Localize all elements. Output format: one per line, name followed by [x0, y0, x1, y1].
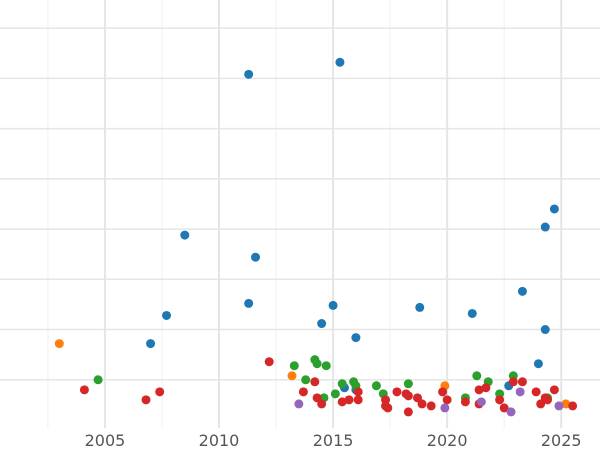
data-point [141, 395, 151, 405]
data-point [540, 222, 550, 232]
data-point [289, 361, 299, 371]
data-point [531, 387, 541, 397]
x-tick-label: 2005 [85, 431, 126, 450]
x-tick-label: 2015 [313, 431, 354, 450]
data-point [403, 391, 413, 401]
data-point [438, 387, 448, 397]
data-point [162, 310, 172, 320]
data-point [426, 401, 436, 411]
data-point [403, 407, 413, 417]
data-point [481, 383, 491, 393]
data-point [543, 395, 553, 405]
data-point [549, 385, 559, 395]
data-point [371, 381, 381, 391]
data-point [251, 252, 261, 262]
data-point [495, 395, 505, 405]
data-point [561, 399, 571, 409]
data-point [517, 377, 527, 387]
data-point [337, 397, 347, 407]
data-point [287, 371, 297, 381]
data-point [351, 333, 361, 343]
x-tick-labels: 2005 2010 2015 2020 2025 [85, 431, 582, 450]
x-tick-label: 2020 [427, 431, 468, 450]
data-point [155, 387, 165, 397]
data-point [381, 395, 391, 405]
data-point [383, 403, 393, 413]
data-point [549, 204, 559, 214]
data-point [244, 298, 254, 308]
data-point [474, 385, 484, 395]
data-point [460, 397, 470, 407]
data-point [328, 300, 338, 310]
data-point [298, 387, 308, 397]
data-point [403, 379, 413, 389]
data-point [93, 375, 103, 385]
data-point [515, 387, 525, 397]
data-point [54, 339, 64, 349]
data-point [392, 387, 402, 397]
data-point [415, 302, 425, 312]
data-point [344, 395, 354, 405]
data-point [330, 389, 340, 399]
data-point [440, 403, 450, 413]
data-point [310, 377, 320, 387]
data-point [476, 397, 486, 407]
data-point [568, 401, 578, 411]
data-point [472, 371, 482, 381]
data-point [442, 395, 452, 405]
data-point [353, 395, 363, 405]
data-point [533, 359, 543, 369]
data-point [301, 375, 311, 385]
data-point [180, 230, 190, 240]
x-tick-label: 2010 [199, 431, 240, 450]
data-point [146, 339, 156, 349]
x-tick-label: 2025 [541, 431, 582, 450]
data-point [317, 319, 327, 329]
data-point [506, 407, 516, 417]
data-point [499, 403, 509, 413]
data-point [517, 286, 527, 296]
data-point [540, 325, 550, 335]
data-point [264, 357, 274, 367]
data-point [467, 308, 477, 318]
data-point [353, 387, 363, 397]
data-point [312, 359, 322, 369]
data-point [508, 377, 518, 387]
data-point [335, 57, 345, 67]
data-point [317, 399, 327, 409]
data-point [554, 401, 564, 411]
grid-layer [0, 0, 600, 428]
data-point [417, 399, 427, 409]
data-point [337, 379, 347, 389]
data-point [244, 69, 254, 79]
data-point [79, 385, 89, 395]
data-point [294, 399, 304, 409]
data-point [321, 361, 331, 371]
points-layer [54, 57, 578, 417]
